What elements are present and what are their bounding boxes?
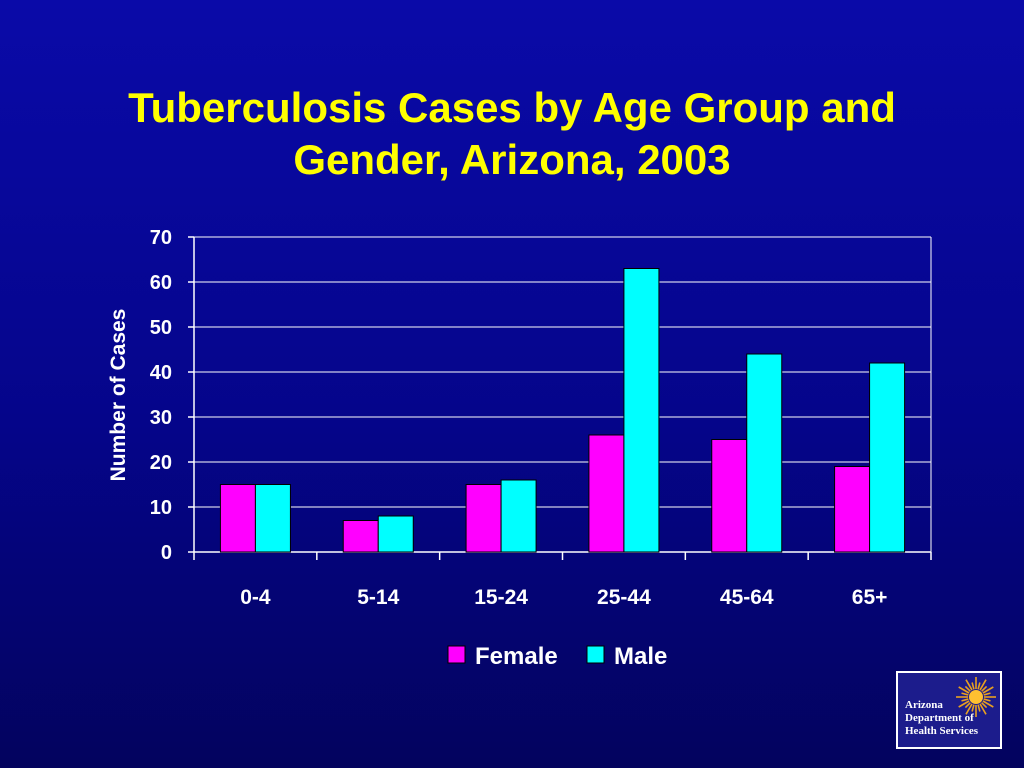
chart-title-line-1: Tuberculosis Cases by Age Group and	[128, 84, 896, 131]
x-tick-label: 0-4	[240, 586, 271, 609]
y-tick-label: 20	[150, 452, 172, 474]
chart-title: Tuberculosis Cases by Age Group and Gend…	[0, 82, 1024, 186]
legend-label-male: Male	[614, 643, 667, 670]
bar-male	[254, 484, 291, 553]
bar-female	[711, 439, 748, 553]
x-tick-label: 15-24	[474, 586, 528, 609]
y-axis-title: Number of Cases	[107, 309, 130, 482]
bar-female	[342, 520, 379, 553]
y-tick-label: 10	[150, 497, 172, 519]
legend-swatch-female	[447, 645, 466, 664]
y-tick-label: 0	[161, 542, 172, 564]
y-tick-label: 40	[150, 362, 172, 384]
bar-female	[465, 484, 502, 553]
x-tick-label: 45-64	[720, 586, 774, 609]
bar-female	[219, 484, 256, 553]
bar-female	[834, 466, 871, 553]
y-tick-label: 60	[150, 272, 172, 294]
logo-line-1: Arizona	[905, 699, 943, 711]
chart-title-line-2: Gender, Arizona, 2003	[293, 136, 731, 183]
logo-line-2: Department of	[905, 712, 974, 724]
bar-female	[588, 434, 625, 553]
x-tick-label: 25-44	[597, 586, 651, 609]
x-tick-label: 65+	[852, 586, 888, 609]
bar-male	[869, 362, 906, 553]
arizona-dhs-logo: Arizona Department of Health Services	[896, 671, 1002, 749]
y-tick-label: 50	[150, 317, 172, 339]
bar-male	[377, 515, 414, 553]
logo-line-3: Health Services	[905, 725, 979, 737]
x-tick-label: 5-14	[357, 586, 399, 609]
bar-male	[623, 268, 660, 553]
y-tick-label: 30	[150, 407, 172, 429]
y-tick-label: 70	[150, 227, 172, 249]
legend-swatch-male	[586, 645, 605, 664]
sun-icon	[956, 677, 996, 717]
bar-male	[746, 353, 783, 553]
legend-label-female: Female	[475, 643, 558, 670]
bar-male	[500, 479, 537, 553]
